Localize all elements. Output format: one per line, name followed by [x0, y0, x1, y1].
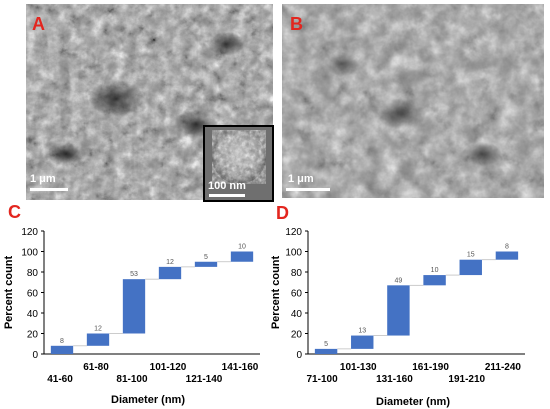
- y-tick-label: 80: [27, 268, 39, 279]
- scale-label-b: 1 μm: [288, 173, 314, 185]
- y-axis-title: Percent count: [270, 255, 282, 329]
- y-tick-label: 100: [285, 248, 302, 259]
- category-label: 71-100: [307, 374, 339, 385]
- bar-121-140: [194, 261, 218, 267]
- category-label: 81-100: [116, 374, 148, 385]
- inset-texture: [205, 127, 272, 200]
- bar-131-160: [387, 285, 410, 336]
- y-tick-label: 40: [291, 309, 303, 320]
- bar-61-80: [86, 333, 110, 346]
- scale-bar-b: [286, 188, 330, 191]
- chart-c: 0 20 40 60 80 100 120 8 41-60 12 61-80 53 81-100 12 10…: [0, 200, 275, 409]
- y-tick-label: 0: [296, 350, 302, 361]
- chart-c-svg: 0 20 40 60 80 100 120 8 41-60 12 61-80 53 81-100 12 10…: [3, 227, 260, 406]
- data-label: 10: [238, 244, 246, 251]
- bar-141-160: [230, 251, 254, 262]
- scale-label-a: 1 μm: [30, 173, 56, 185]
- y-tick-label: 120: [285, 227, 302, 238]
- data-label: 12: [94, 326, 102, 333]
- category-label: 101-120: [150, 362, 187, 373]
- data-label: 10: [431, 267, 439, 274]
- inset-image-a: [203, 125, 274, 202]
- inset-scale-label: 100 nm: [208, 180, 246, 192]
- bar-101-130: [351, 335, 374, 349]
- y-tick-label: 100: [21, 248, 38, 259]
- category-label: 41-60: [47, 374, 73, 385]
- y-tick-label: 60: [291, 289, 303, 300]
- sem-texture-b: [282, 4, 544, 198]
- panel-label-d: D: [276, 203, 289, 223]
- bar-161-190: [423, 275, 446, 286]
- y-tick-label: 20: [291, 330, 303, 341]
- data-label: 8: [60, 338, 64, 345]
- data-label: 5: [204, 254, 208, 261]
- panel-label-c: C: [8, 202, 21, 222]
- category-label: 141-160: [222, 362, 259, 373]
- category-label: 211-240: [485, 362, 522, 373]
- x-axis-title: Diameter (nm): [376, 396, 450, 408]
- data-label: 15: [467, 252, 475, 259]
- y-tick-label: 120: [21, 227, 38, 238]
- bar-41-60: [50, 345, 74, 354]
- bar-71-100: [314, 348, 338, 354]
- bar-191-210: [459, 259, 482, 276]
- panel-label-a: A: [32, 14, 45, 34]
- data-label: 8: [505, 244, 509, 251]
- category-label: 191-210: [448, 374, 485, 385]
- data-label: 5: [324, 341, 328, 348]
- data-label: 53: [130, 271, 138, 278]
- y-tick-label: 20: [27, 330, 39, 341]
- category-label: 101-130: [340, 362, 377, 373]
- category-label: 121-140: [186, 374, 223, 385]
- y-tick-label: 60: [27, 289, 39, 300]
- data-label: 12: [166, 259, 174, 266]
- category-label: 161-190: [412, 362, 449, 373]
- chart-d: 0 20 40 60 80 100 120 5 71-100 13 101-130 49 131-160…: [270, 200, 550, 409]
- bar-81-100: [122, 279, 146, 334]
- panel-label-b: B: [290, 14, 303, 34]
- data-label: 13: [358, 328, 366, 335]
- sem-image-b: [282, 4, 544, 198]
- y-tick-label: 40: [27, 309, 39, 320]
- bar-101-120: [158, 266, 182, 280]
- bar-211-240: [495, 251, 519, 260]
- y-tick-label: 0: [32, 350, 38, 361]
- data-label: 49: [395, 277, 403, 284]
- scale-bar-a: [30, 188, 68, 191]
- chart-d-svg: 0 20 40 60 80 100 120 5 71-100 13 101-130 49 131-160…: [270, 227, 525, 408]
- category-label: 131-160: [376, 374, 413, 385]
- x-axis-title: Diameter (nm): [111, 394, 185, 406]
- sem-image-a: [26, 4, 273, 200]
- y-tick-label: 80: [291, 268, 303, 279]
- y-axis-title: Percent count: [3, 255, 15, 329]
- category-label: 61-80: [83, 362, 109, 373]
- inset-scale-bar: [209, 194, 245, 197]
